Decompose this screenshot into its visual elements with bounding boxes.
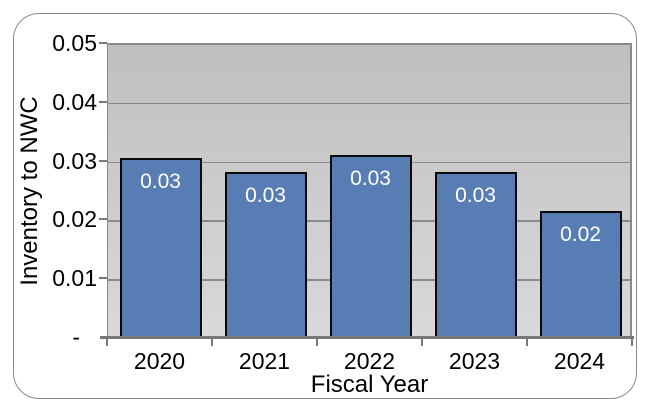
- y-axis-title: Inventory to NWC: [16, 96, 43, 286]
- y-tick-label-0.03: 0.03: [52, 147, 97, 174]
- x-tick-mark-4: [526, 339, 528, 346]
- gridline-0.04: [108, 102, 630, 105]
- y-tick-label-0.04: 0.04: [52, 88, 97, 115]
- y-tick-mark-0.02: [99, 218, 107, 221]
- bar-2023: 0.03: [434, 172, 517, 337]
- y-tick-label-0.05: 0.05: [52, 30, 97, 56]
- x-tick-mark-2: [316, 339, 318, 346]
- y-tick-mark-0.03: [99, 159, 107, 162]
- bar-value-label-2021: 0.03: [245, 184, 286, 208]
- y-tick-label--: -: [72, 324, 80, 350]
- plot-area: 0.03 0.03 0.03 0.03 0.02: [107, 43, 632, 337]
- y-tick-mark-0.05: [99, 42, 107, 44]
- x-category-label-2022: 2022: [343, 348, 396, 374]
- x-axis-line: [100, 336, 634, 339]
- y-tick-label-0.01: 0.01: [52, 265, 97, 292]
- y-tick-mark-0.04: [99, 100, 107, 103]
- bar-2022: 0.03: [329, 154, 412, 337]
- bar-value-label-2022: 0.03: [350, 166, 391, 190]
- bar-value-label-2024: 0.02: [560, 222, 601, 246]
- bar-2020: 0.03: [119, 157, 202, 337]
- bar-2021: 0.03: [224, 172, 307, 337]
- x-category-label-2020: 2020: [133, 348, 186, 374]
- x-tick-mark-3: [421, 339, 423, 346]
- x-tick-mark-0: [106, 339, 108, 346]
- bar-2024: 0.02: [539, 210, 622, 337]
- x-tick-mark-1: [211, 339, 213, 346]
- x-category-label-2024: 2024: [553, 348, 606, 374]
- x-category-label-2021: 2021: [238, 348, 291, 374]
- y-tick-mark-0.01: [99, 277, 107, 280]
- x-axis-title: Fiscal Year: [310, 371, 429, 398]
- x-category-label-2023: 2023: [448, 348, 501, 374]
- y-tick-label-0.02: 0.02: [52, 206, 97, 233]
- bar-value-label-2023: 0.03: [455, 184, 496, 208]
- bar-value-label-2020: 0.03: [140, 169, 181, 193]
- x-tick-mark-5: [631, 339, 633, 346]
